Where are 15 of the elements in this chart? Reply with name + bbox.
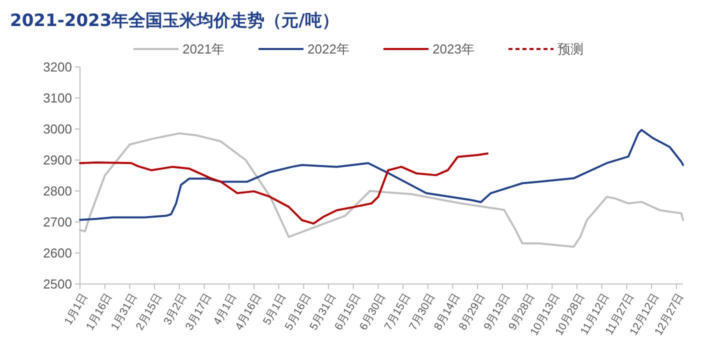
y-tick-label: 3200 <box>43 60 72 75</box>
y-tick-label: 3100 <box>43 90 72 106</box>
y-tick-label: 2900 <box>43 152 72 168</box>
line-series <box>79 152 489 225</box>
y-tick-label: 2800 <box>43 184 72 199</box>
chart-title: 2021-2023年全国玉米均价走势（元/吨） <box>10 11 339 31</box>
y-tick-label: 2700 <box>43 214 72 230</box>
y-tick-label: 2600 <box>43 246 72 261</box>
legend-label: 预测 <box>558 42 584 57</box>
legend-label: 2022年 <box>308 42 350 57</box>
legend-label: 2023年 <box>432 42 474 57</box>
y-tick-label: 3000 <box>43 122 72 137</box>
y-tick-label: 2500 <box>43 276 72 292</box>
line-series <box>79 128 684 221</box>
legend-label: 2021年 <box>182 42 224 57</box>
